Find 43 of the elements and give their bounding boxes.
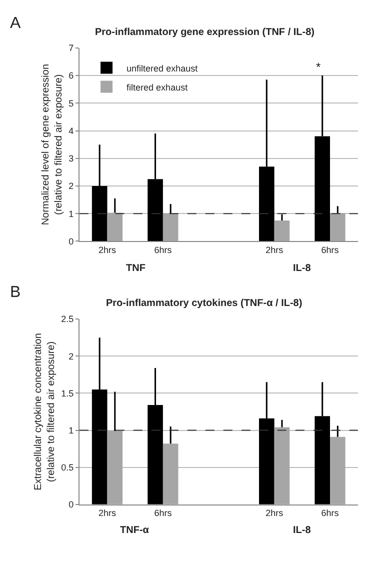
annotation: *: [316, 60, 321, 74]
bar: [162, 444, 178, 504]
bar: [330, 213, 346, 242]
bar: [107, 430, 123, 504]
y-tick-label: 2: [68, 351, 74, 362]
chart-title: Pro-inflammatory cytokines (TNF-α / IL-8): [106, 298, 302, 309]
bar: [107, 212, 123, 242]
chart-title: Pro-inflammatory gene expression (TNF / IL-8): [95, 27, 314, 38]
x-tick-label: 6hrs: [321, 245, 340, 256]
bar: [330, 436, 346, 504]
x-tick-label: 2hrs: [98, 245, 116, 256]
bar: [274, 427, 290, 504]
y-tick-label: 1: [68, 425, 74, 436]
y-tick-label: 0: [68, 500, 74, 510]
x-tick-label: 2hrs: [266, 245, 284, 256]
text: IL-8: [293, 525, 312, 536]
legend-label: filtered exhaust: [126, 82, 188, 92]
x-tick-label: 6hrs: [154, 508, 172, 518]
bar: [162, 214, 178, 242]
legend-label: unfiltered exhaust: [126, 63, 198, 74]
y-tick-label: 1: [68, 208, 74, 219]
text: A: [10, 15, 21, 32]
y-tick-label: 5: [68, 98, 74, 108]
y-tick-label: 2: [68, 181, 74, 192]
y-tick-label: 3: [68, 154, 74, 164]
y-tick-label: 7: [68, 43, 74, 54]
text: IL-8: [293, 263, 312, 274]
y-tick-label: 6: [68, 70, 74, 81]
x-tick-label: 2hrs: [98, 508, 116, 518]
x-tick-label: 2hrs: [266, 508, 284, 518]
x-tick-label: 6hrs: [154, 245, 172, 256]
y-axis-title: Extracellular cytokine concentration (relative to filtered air exposure): [33, 333, 58, 490]
y-tick-label: 0.5: [61, 462, 74, 472]
text: TNF-α: [120, 525, 150, 536]
bar: [274, 220, 290, 242]
text: TNF: [126, 263, 146, 274]
y-tick-label: 4: [68, 126, 74, 136]
y-axis-title: Normalized level of gene expression (relative to filtered air exposure): [40, 64, 65, 226]
y-tick-label: 1.5: [61, 388, 74, 398]
text: B: [10, 284, 21, 301]
y-tick-label: 0: [68, 236, 74, 246]
y-tick-label: 2.5: [61, 314, 74, 324]
x-tick-label: 6hrs: [321, 508, 340, 518]
